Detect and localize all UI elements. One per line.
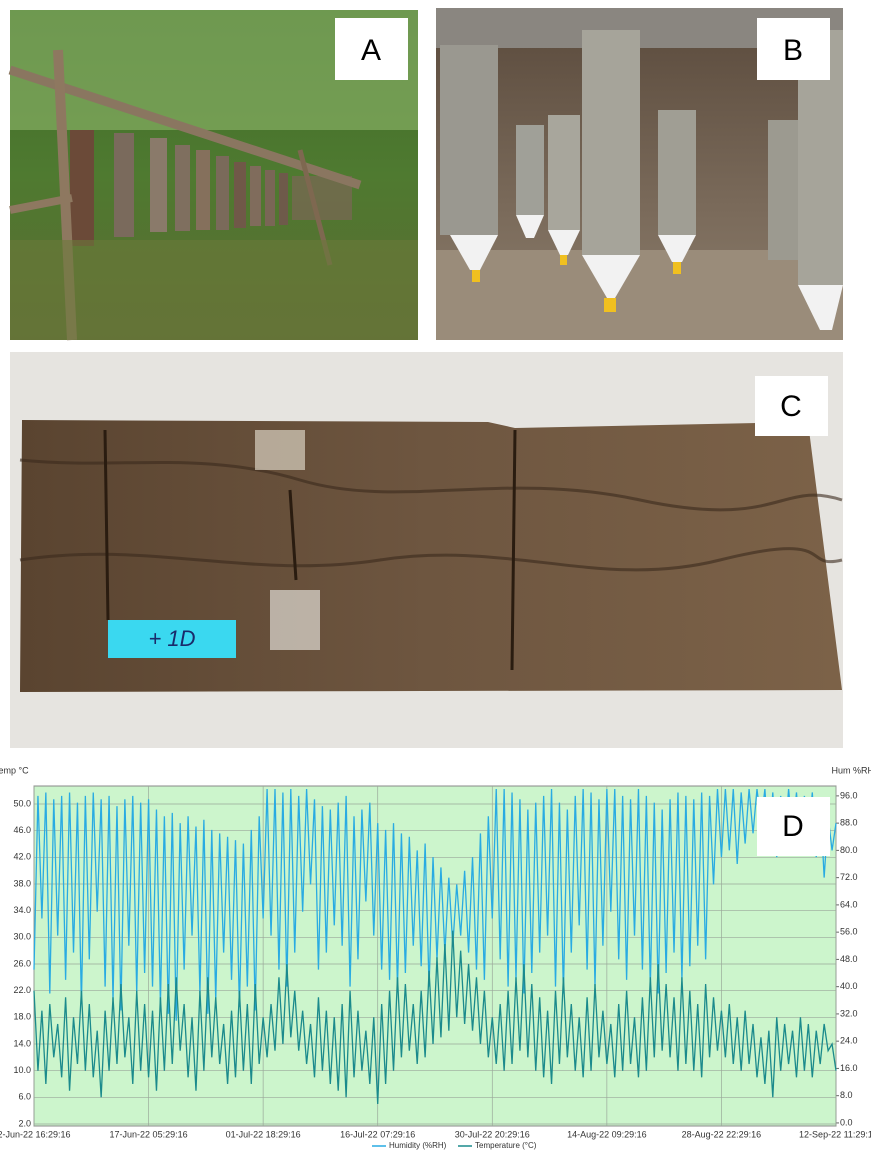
- y2-tick-label: 80.0: [840, 845, 858, 855]
- panel-label: D: [782, 810, 804, 843]
- page: {"panels": {"labels": ["A", "B", "C", "D…: [0, 0, 871, 1153]
- y2-tick-label: 24.0: [840, 1036, 858, 1046]
- x-tick-label: 17-Jun-22 05:29:16: [110, 1129, 188, 1139]
- y2-tick-label: 56.0: [840, 927, 858, 937]
- y-tick-label: 50.0: [13, 798, 31, 808]
- y-axis-title: Temp °C: [0, 765, 29, 775]
- panel-label: A: [361, 34, 381, 67]
- y2-tick-label: 96.0: [840, 790, 858, 800]
- x-tick-label: 2-Jun-22 16:29:16: [0, 1129, 71, 1139]
- y2-tick-label: 64.0: [840, 899, 858, 909]
- x-tick-label: 28-Aug-22 22:29:16: [682, 1129, 762, 1139]
- x-tick-label: 01-Jul-22 18:29:16: [226, 1129, 301, 1139]
- chart-d: 2.0 6.0 10.0 14.0 18.0 22.0 26.0 30.0 34.0 38.0 42…: [0, 765, 871, 1150]
- y-tick-label: 22.0: [13, 985, 31, 995]
- x-tick-label: 14-Aug-22 09:29:16: [567, 1129, 647, 1139]
- panel-label: C: [780, 390, 802, 423]
- legend-label: Temperature (°C): [475, 1141, 537, 1150]
- y-tick-label: 2.0: [18, 1118, 31, 1128]
- y-tick-label: 18.0: [13, 1012, 31, 1022]
- y-tick-label: 30.0: [13, 932, 31, 942]
- y-tick-label: 38.0: [13, 878, 31, 888]
- y-tick-label: 10.0: [13, 1065, 31, 1075]
- y-tick-label: 6.0: [18, 1092, 31, 1102]
- y-tick-label: 14.0: [13, 1038, 31, 1048]
- tag-text: + 1D: [148, 626, 195, 651]
- y-tick-label: 34.0: [13, 905, 31, 915]
- x-tick-label: 12-Sep-22 11:29:1: [799, 1129, 871, 1139]
- y2-tick-label: 40.0: [840, 981, 858, 991]
- x-tick-label: 16-Jul-22 07:29:16: [340, 1129, 415, 1139]
- y2-tick-label: 16.0: [840, 1063, 858, 1073]
- y2-axis-title: Hum %RH: [831, 765, 871, 775]
- y2-tick-label: 88.0: [840, 818, 858, 828]
- y2-tick-label: 72.0: [840, 872, 858, 882]
- y2-tick-label: 0.0: [840, 1117, 853, 1127]
- photo-c: + 1D: [10, 352, 843, 748]
- figure: + 1D A B C 2.0 6.0 10.0 14.0 18.0 22.0 26.0 30.…: [0, 0, 871, 1153]
- y-tick-label: 46.0: [13, 825, 31, 835]
- y2-tick-label: 32.0: [840, 1008, 858, 1018]
- x-tick-label: 30-Jul-22 20:29:16: [455, 1129, 530, 1139]
- y-tick-label: 42.0: [13, 852, 31, 862]
- legend-label: Humidity (%RH): [389, 1141, 447, 1150]
- y-tick-label: 26.0: [13, 958, 31, 968]
- y2-tick-label: 48.0: [840, 954, 858, 964]
- y2-tick-label: 8.0: [840, 1090, 853, 1100]
- panel-label: B: [783, 34, 803, 67]
